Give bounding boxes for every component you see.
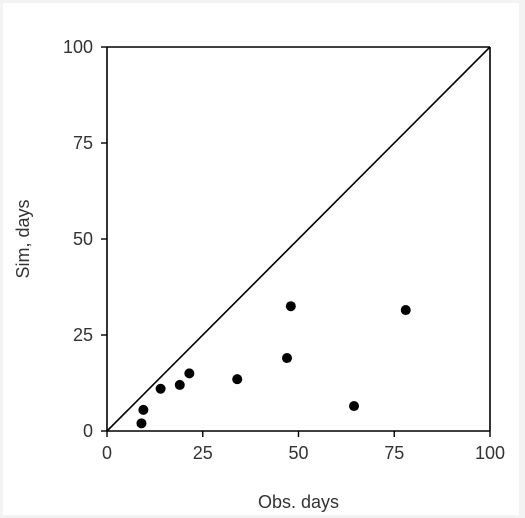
- x-tick-label-4: 100: [475, 443, 505, 463]
- x-axis-title: Obs. days: [258, 492, 339, 512]
- data-point-0-2: [155, 383, 166, 394]
- data-point-0-3: [174, 379, 185, 390]
- y-tick-label-4: 100: [63, 37, 93, 57]
- data-point-0-6: [282, 353, 293, 364]
- y-tick-label-2: 50: [73, 229, 93, 249]
- data-point-0-8: [349, 401, 360, 412]
- x-tick-label-3: 75: [384, 443, 404, 463]
- one-to-one-line: [106, 46, 491, 432]
- data-point-0-7: [285, 301, 296, 312]
- data-point-0-5: [232, 374, 243, 385]
- data-point-0-0: [136, 418, 147, 429]
- y-tick-label-3: 75: [73, 133, 93, 153]
- x-axis-ticks: 0 25 50 75 100: [102, 431, 505, 463]
- scatter-plot: 0 25 50 75 100 0 25 50 75 100 Obs. days Sim, day…: [13, 37, 505, 512]
- axes: [106, 46, 491, 432]
- y-axis-ticks: 0 25 50 75 100: [63, 37, 107, 441]
- y-axis-title: Sim, days: [13, 199, 33, 278]
- data-point-0-9: [400, 305, 411, 316]
- x-tick-label-0: 0: [102, 443, 112, 463]
- x-tick-label-2: 50: [288, 443, 308, 463]
- data-points: [136, 301, 411, 429]
- chart-figure: 0 25 50 75 100 0 25 50 75 100 Obs. days Sim, day…: [3, 3, 519, 515]
- y-tick-label-1: 25: [73, 325, 93, 345]
- x-tick-label-1: 25: [193, 443, 213, 463]
- data-point-0-4: [184, 368, 195, 379]
- data-point-0-1: [138, 404, 149, 415]
- y-tick-label-0: 0: [83, 421, 93, 441]
